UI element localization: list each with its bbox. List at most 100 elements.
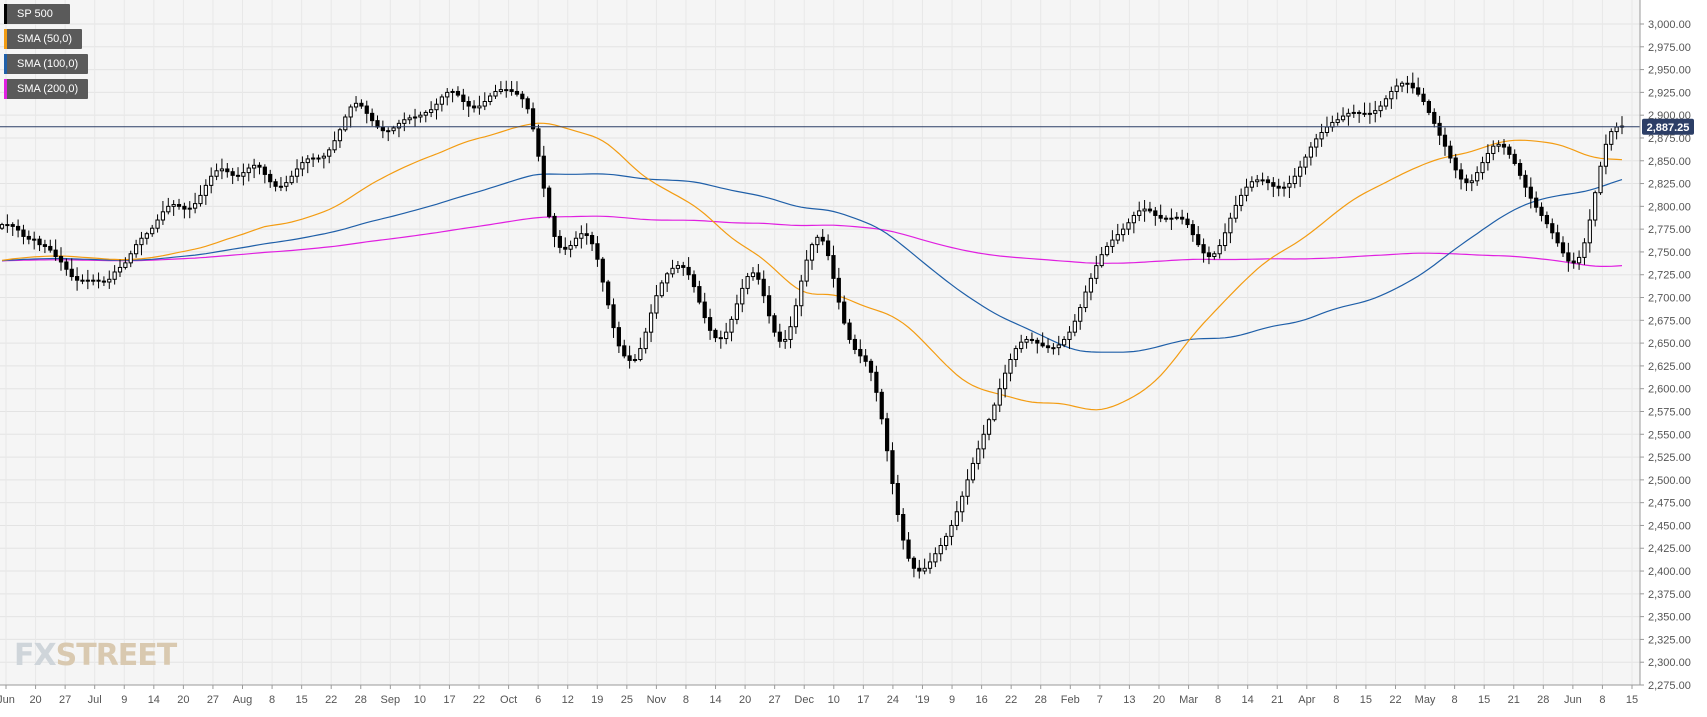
candle-body <box>246 167 251 174</box>
candle-body <box>187 207 192 210</box>
candle-body <box>1598 165 1603 194</box>
candle-body <box>488 95 493 102</box>
candle-body <box>504 89 509 92</box>
candle-body <box>1067 331 1072 340</box>
candle-body <box>1319 131 1324 140</box>
candle-body <box>681 265 686 268</box>
candle-body <box>1099 254 1104 267</box>
candle-body <box>107 278 112 283</box>
candle-body <box>219 168 225 172</box>
x-tick-label: 20 <box>177 694 189 706</box>
x-tick-label: Feb <box>1061 694 1080 706</box>
candle-body <box>1249 181 1254 188</box>
candle-body <box>1571 260 1576 264</box>
candle-body <box>874 371 879 393</box>
candle-body <box>235 174 241 177</box>
candle-body <box>48 245 53 251</box>
candle-body <box>1544 214 1550 225</box>
candle-body <box>1566 252 1571 262</box>
candle-body <box>1287 183 1292 188</box>
legend-swatch <box>4 4 7 24</box>
candle-body <box>1550 223 1555 234</box>
candle-body <box>498 89 503 92</box>
candle-body <box>820 236 825 242</box>
candle-body <box>868 360 874 373</box>
candle-body <box>1217 245 1222 255</box>
candle-body <box>402 119 407 124</box>
candle-body <box>1475 172 1480 182</box>
candle-body <box>777 331 782 342</box>
x-tick-label: 8 <box>1333 694 1339 706</box>
candle-body <box>1373 110 1378 114</box>
candle-body <box>1131 214 1136 224</box>
candle-body <box>1271 182 1276 187</box>
y-tick-label: 2,975.00 <box>1648 42 1691 54</box>
candle-body <box>675 265 681 269</box>
candle-body <box>1523 174 1528 188</box>
candle-body <box>1448 145 1453 159</box>
candle-body <box>665 273 670 284</box>
candle-body <box>911 557 917 569</box>
candle-body <box>1088 277 1094 293</box>
candle-body <box>890 450 895 485</box>
candle-body <box>380 126 385 132</box>
candle-body <box>600 258 605 283</box>
candle-body <box>359 102 364 107</box>
candle-body <box>21 229 26 237</box>
candle-body <box>525 98 530 110</box>
legend-item[interactable]: SMA (100,0) <box>4 54 89 74</box>
candle-body <box>1180 216 1185 220</box>
candle-body <box>391 127 396 132</box>
x-tick-label: Jun <box>0 694 15 706</box>
candle-body <box>193 203 198 209</box>
candle-body <box>1399 82 1405 87</box>
candle-body <box>353 102 359 108</box>
x-tick-label: 10 <box>828 694 840 706</box>
x-tick-label: '19 <box>915 694 929 706</box>
candle-body <box>112 271 117 280</box>
candle-body <box>85 279 90 282</box>
x-tick-label: 8 <box>1215 694 1221 706</box>
candle-body <box>1560 242 1566 254</box>
candle-body <box>756 272 761 280</box>
candle-body <box>530 108 536 130</box>
candle-body <box>1239 194 1244 206</box>
candle-body <box>1507 146 1512 155</box>
candle-body <box>997 388 1002 406</box>
legend-item[interactable]: SMA (50,0) <box>4 29 83 49</box>
candle-body <box>541 155 546 189</box>
candle-body <box>981 433 986 450</box>
candle-body <box>423 111 428 116</box>
y-tick-label: 2,925.00 <box>1648 87 1691 99</box>
candle-body <box>589 235 595 245</box>
y-tick-label: 2,475.00 <box>1648 498 1691 510</box>
candle-body <box>268 173 273 183</box>
candle-body <box>321 155 326 159</box>
candle-body <box>42 244 48 247</box>
x-tick-label: 8 <box>1599 694 1605 706</box>
candle-body <box>1303 156 1308 168</box>
y-tick-label: 2,650.00 <box>1648 338 1691 350</box>
legend-item[interactable]: SMA (200,0) <box>4 79 89 99</box>
candle-body <box>879 391 884 420</box>
candle-body <box>1405 82 1410 85</box>
candle-body <box>1115 234 1120 241</box>
candle-body <box>949 524 954 537</box>
y-tick-label: 2,700.00 <box>1648 293 1691 305</box>
y-tick-label: 2,600.00 <box>1648 384 1691 396</box>
x-tick-label: Aug <box>233 694 253 706</box>
x-tick-label: 20 <box>29 694 41 706</box>
candle-body <box>1222 232 1228 247</box>
candle-body <box>337 129 343 142</box>
candle-body <box>1137 210 1142 216</box>
candle-body <box>160 211 166 221</box>
candle-body <box>831 255 836 279</box>
y-tick-label: 2,525.00 <box>1648 452 1691 464</box>
candle-body <box>917 567 922 572</box>
candle-body <box>1110 239 1115 247</box>
legend-item[interactable]: SP 500 <box>4 4 70 24</box>
y-tick-label: 2,450.00 <box>1648 520 1691 532</box>
candle-body <box>1469 180 1474 184</box>
x-tick-label: 14 <box>709 694 721 706</box>
